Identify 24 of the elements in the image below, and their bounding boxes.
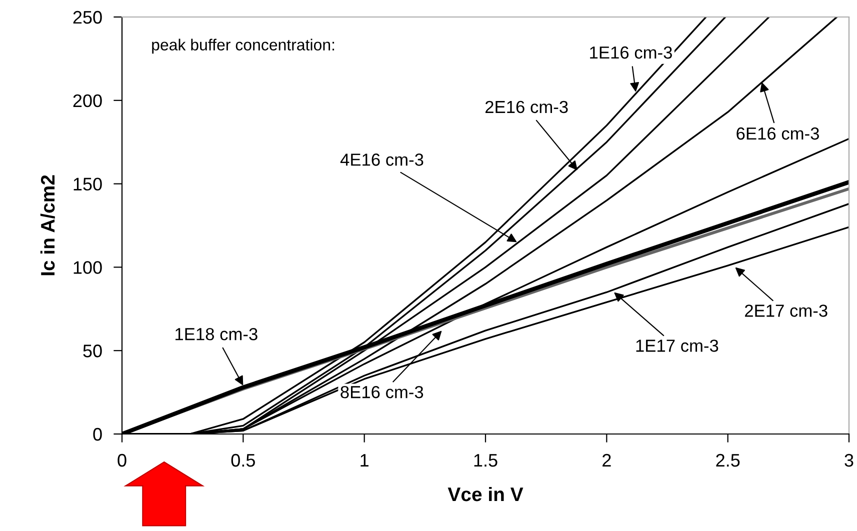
y-tick-label: 100 bbox=[74, 261, 102, 274]
annotation: 2E16 cm-3 bbox=[485, 100, 568, 114]
annotation: 1E16 cm-3 bbox=[590, 46, 672, 59]
x-tick-label: 0.5 bbox=[231, 454, 255, 467]
y-axis-title: Ic in A/cm2 bbox=[40, 175, 55, 276]
y-tick-label: 250 bbox=[73, 10, 102, 24]
y-tick-label: 150 bbox=[74, 178, 102, 191]
annotation: peak buffer concentration: bbox=[152, 38, 334, 54]
x-tick-label: 3 bbox=[844, 454, 854, 467]
y-tick-label: 0 bbox=[93, 428, 102, 441]
x-tick-label: 1 bbox=[360, 454, 368, 467]
x-tick-label: 0 bbox=[118, 454, 126, 467]
annotation: 8E16 cm-3 bbox=[340, 386, 424, 398]
x-tick-label: 2 bbox=[602, 454, 611, 467]
y-tick-label: 200 bbox=[73, 94, 102, 108]
annotation: 2E17 cm-3 bbox=[745, 304, 828, 317]
annotation: 6E16 cm-3 bbox=[736, 127, 819, 140]
annotation: 4E16 cm-3 bbox=[340, 154, 424, 166]
annotation: 1E17 cm-3 bbox=[636, 340, 718, 352]
annotation: 1E18 cm-3 bbox=[176, 328, 258, 340]
x-tick-label: 1.5 bbox=[474, 454, 498, 467]
x-axis-title: Vce in V bbox=[448, 486, 524, 502]
y-tick-label: 50 bbox=[83, 344, 102, 358]
x-tick-label: 2.5 bbox=[716, 454, 740, 467]
